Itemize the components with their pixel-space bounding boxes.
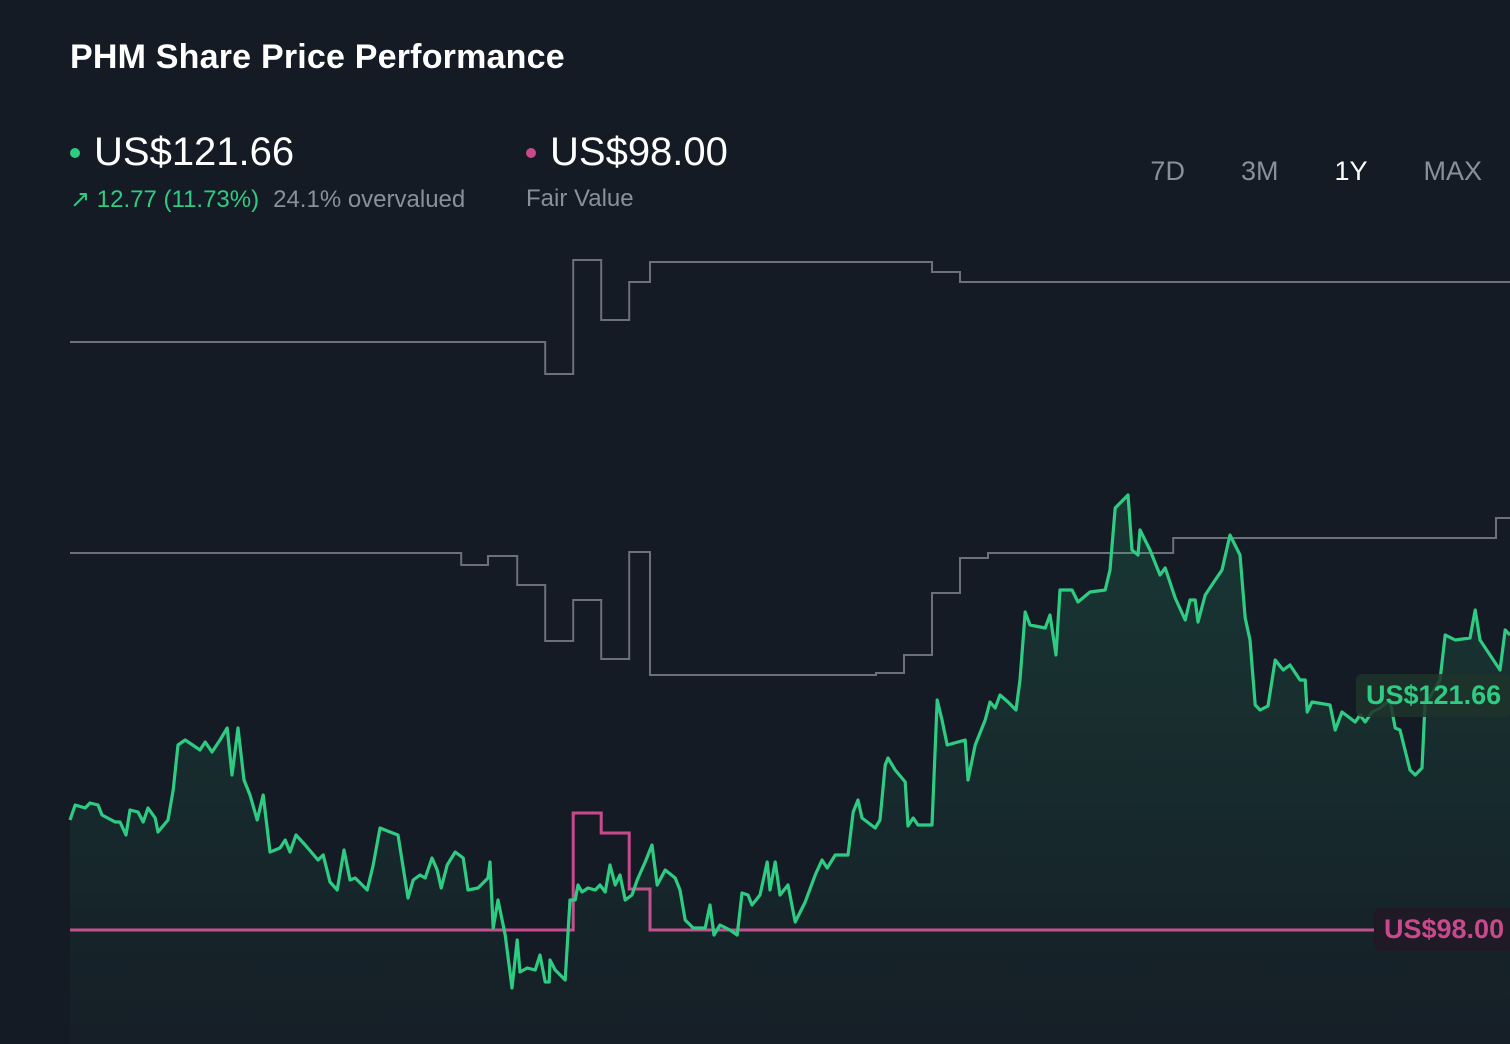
current-price-block: US$121.66 ↗ 12.77 (11.73%) 24.1% overval… [70,130,465,214]
valuation-status: 24.1% overvalued [273,185,466,213]
fair-value-label: Fair Value [526,185,634,212]
timeframe-tabs: 7D 3M 1Y MAX [1150,156,1482,187]
fair-value-price: US$98.00 [550,130,728,174]
chart-title: PHM Share Price Performance [70,38,565,76]
price-change-value: 12.77 (11.73%) [96,186,260,213]
tab-max[interactable]: MAX [1423,156,1482,186]
fair-value-end-label: US$98.00 [1374,908,1510,951]
fair-value-block: US$98.00 Fair Value [526,130,728,213]
price-legend-dot [70,147,80,158]
fair-value-legend-dot [526,147,536,158]
lower-range-line [70,517,1510,676]
tab-7d[interactable]: 7D [1150,156,1185,186]
arrow-up-right-icon: ↗ [70,186,91,213]
price-area-fill [70,495,1510,1044]
current-price: US$121.66 [94,130,295,174]
price-change: ↗ 12.77 (11.73%) [70,185,259,214]
upper-range-line [70,259,1510,375]
share-price-line [68,493,1510,990]
price-end-label: US$121.66 [1356,674,1510,717]
tab-3m[interactable]: 3M [1240,156,1279,186]
tab-1y[interactable]: 1Y [1334,156,1368,186]
